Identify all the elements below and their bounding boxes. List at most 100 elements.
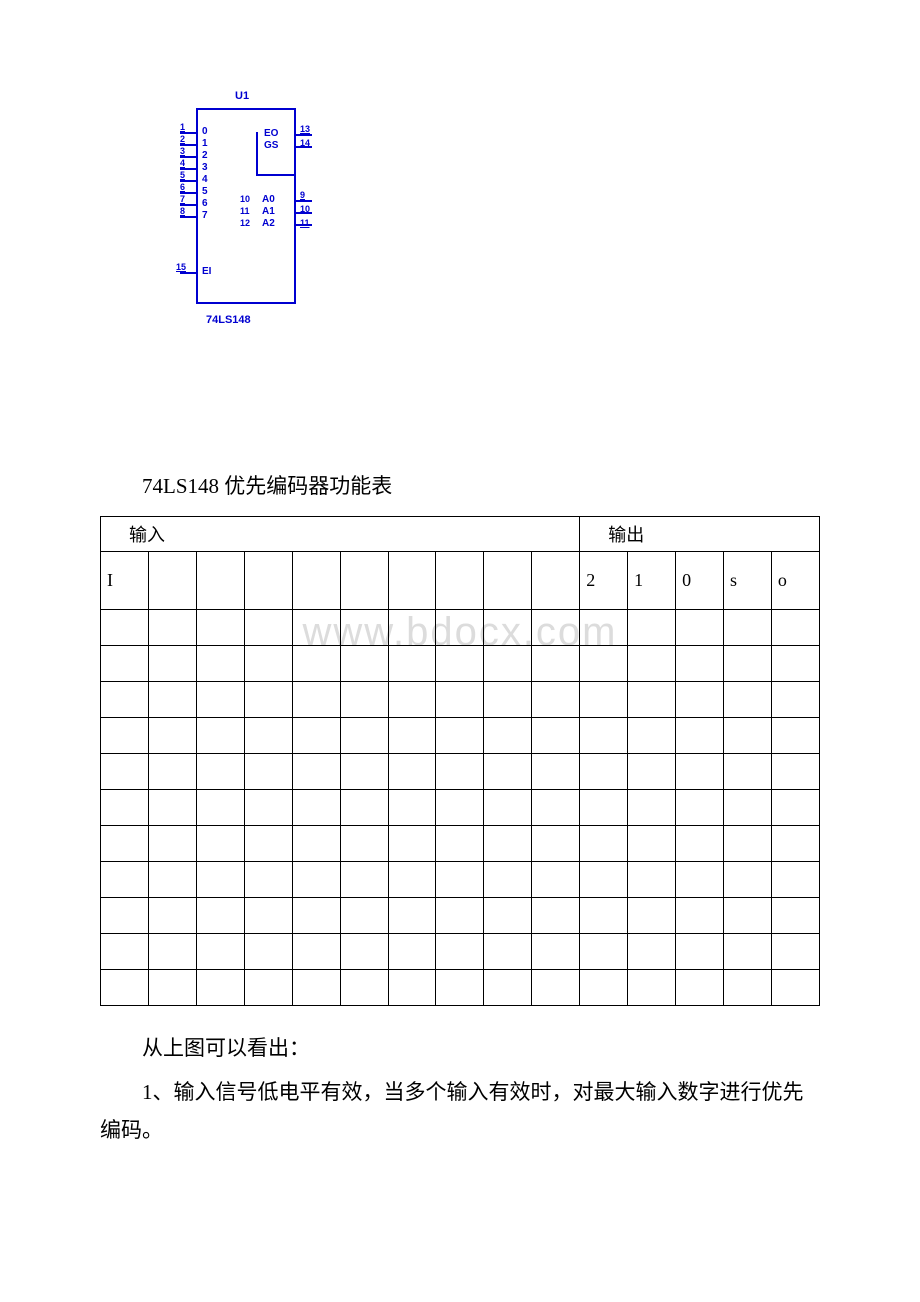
header-inputs: 输入 xyxy=(101,517,580,552)
table-cell xyxy=(244,610,292,646)
table-cell xyxy=(580,754,628,790)
table-row xyxy=(101,610,820,646)
table-cell xyxy=(723,934,771,970)
pin-label: A0 xyxy=(262,194,275,205)
table-cell xyxy=(196,646,244,682)
table-cell xyxy=(580,790,628,826)
table-cell xyxy=(436,754,484,790)
table-cell xyxy=(196,718,244,754)
table-cell xyxy=(723,754,771,790)
table-cell xyxy=(196,898,244,934)
table-cell xyxy=(436,790,484,826)
table-cell xyxy=(388,790,436,826)
table-row xyxy=(101,790,820,826)
pin-num: 3 xyxy=(180,146,185,156)
table-cell xyxy=(388,754,436,790)
pin-label: EI xyxy=(202,266,211,277)
table-cell xyxy=(101,790,149,826)
table-cell xyxy=(436,934,484,970)
table-cell xyxy=(292,898,340,934)
table-cell xyxy=(101,898,149,934)
table-cell xyxy=(340,970,388,1006)
table-cell xyxy=(244,718,292,754)
table-cell xyxy=(101,646,149,682)
col-h: o xyxy=(771,552,819,610)
table-cell xyxy=(244,646,292,682)
table-cell xyxy=(101,862,149,898)
table-cell xyxy=(484,970,532,1006)
table-cell xyxy=(580,970,628,1006)
table-cell xyxy=(676,718,724,754)
table-cell xyxy=(484,610,532,646)
pin-label: EO xyxy=(264,128,278,139)
chip-diagram: U1 10 21 32 43 54 65 76 87 15EI 13EO 14G… xyxy=(140,90,820,350)
table-cell xyxy=(723,682,771,718)
table-row xyxy=(101,898,820,934)
pin-num: 4 xyxy=(180,158,185,168)
col-h: s xyxy=(723,552,771,610)
pin-label: 5 xyxy=(202,186,208,197)
table-cell xyxy=(580,934,628,970)
table-cell xyxy=(484,646,532,682)
table-cell xyxy=(148,718,196,754)
table-cell xyxy=(244,790,292,826)
table-cell xyxy=(628,754,676,790)
col-h xyxy=(484,552,532,610)
table-cell xyxy=(340,610,388,646)
table-cell xyxy=(771,646,819,682)
table-cell xyxy=(580,718,628,754)
table-cell xyxy=(340,646,388,682)
table-cell xyxy=(436,970,484,1006)
table-cell xyxy=(196,610,244,646)
table-cell xyxy=(628,682,676,718)
table-cell xyxy=(628,610,676,646)
table-row xyxy=(101,862,820,898)
pin-label: 4 xyxy=(202,174,208,185)
table-cell xyxy=(723,718,771,754)
table-cell xyxy=(723,646,771,682)
table-cell xyxy=(101,754,149,790)
table-cell xyxy=(580,862,628,898)
table-cell xyxy=(340,718,388,754)
table-row xyxy=(101,970,820,1006)
table-cell xyxy=(723,790,771,826)
table-cell xyxy=(244,898,292,934)
table-cell xyxy=(340,862,388,898)
col-h xyxy=(436,552,484,610)
table-cell xyxy=(628,790,676,826)
chip-ref-label: U1 xyxy=(235,90,249,102)
table-cell xyxy=(676,610,724,646)
table-cell xyxy=(532,934,580,970)
table-cell xyxy=(771,682,819,718)
table-cell xyxy=(628,898,676,934)
table-cell xyxy=(676,826,724,862)
table-cell xyxy=(580,898,628,934)
table-cell xyxy=(196,970,244,1006)
table-cell xyxy=(148,610,196,646)
table-cell xyxy=(196,754,244,790)
table-cell xyxy=(292,826,340,862)
pin-label: 1 xyxy=(202,138,208,149)
table-cell xyxy=(628,862,676,898)
table-cell xyxy=(340,898,388,934)
table-cell xyxy=(580,646,628,682)
table-cell xyxy=(580,610,628,646)
table-header-row: I 2 1 0 s o xyxy=(101,552,820,610)
table-cell xyxy=(723,970,771,1006)
function-table: 输入 输出 I 2 1 0 s o xyxy=(100,516,820,1006)
table-cell xyxy=(532,898,580,934)
table-row xyxy=(101,646,820,682)
table-cell xyxy=(292,718,340,754)
table-cell xyxy=(532,970,580,1006)
table-cell xyxy=(771,826,819,862)
table-body xyxy=(101,610,820,1006)
table-cell xyxy=(484,790,532,826)
pin-num: 13 xyxy=(300,124,310,134)
table-cell xyxy=(292,970,340,1006)
table-cell xyxy=(723,826,771,862)
table-cell xyxy=(436,898,484,934)
table-row xyxy=(101,682,820,718)
col-h xyxy=(148,552,196,610)
table-cell xyxy=(580,682,628,718)
col-h xyxy=(340,552,388,610)
